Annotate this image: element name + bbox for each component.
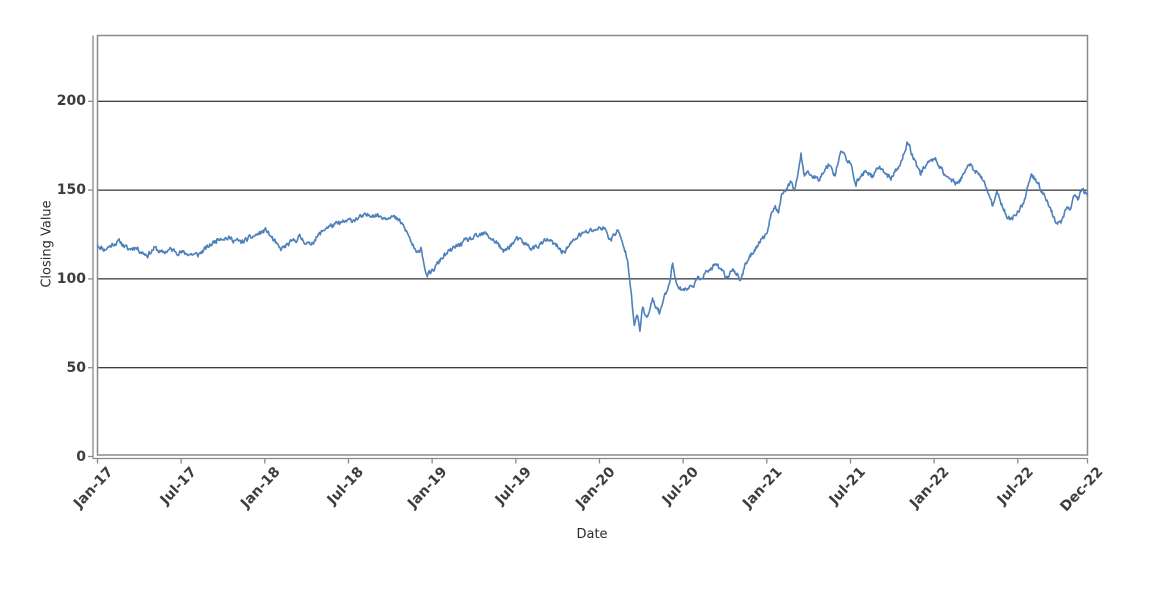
x-axis-title: Date: [576, 527, 608, 542]
y-tick-label: 0: [76, 448, 86, 465]
plot-frame: [96, 34, 1089, 456]
closing-value-line: [96, 141, 1089, 333]
gridlines-layer: [98, 100, 1087, 369]
y-tick-label: 150: [56, 182, 86, 199]
y-tick-label: 200: [56, 93, 86, 110]
series-layer: [96, 141, 1089, 333]
y-tick-label: 50: [66, 359, 86, 376]
y-tick-label: 100: [56, 270, 86, 287]
axes-layer: [88, 34, 1089, 464]
